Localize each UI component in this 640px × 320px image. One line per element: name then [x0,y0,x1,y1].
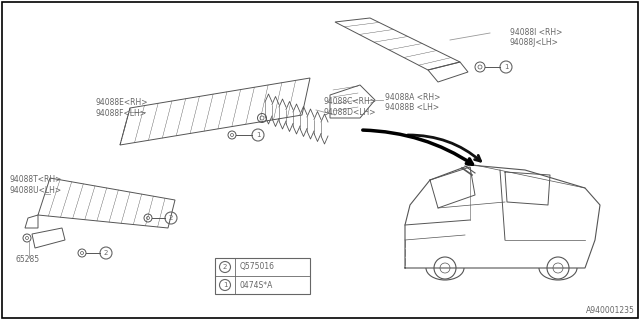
Text: 65285: 65285 [16,255,40,264]
Text: 2: 2 [223,264,227,270]
Text: Q575016: Q575016 [240,262,275,271]
Bar [215,258,310,294]
Text: 94088A <RH>
94088B <LH>: 94088A <RH> 94088B <LH> [385,93,440,112]
Text: 1: 1 [256,132,260,138]
Text: A940001235: A940001235 [586,306,635,315]
Text: 0474S*A: 0474S*A [240,281,273,290]
Text: 94088T<RH>
94088U<LH>: 94088T<RH> 94088U<LH> [10,175,62,195]
Text: 94088C<RH>
94088D<LH>: 94088C<RH> 94088D<LH> [323,97,376,117]
Text: 94088I <RH>
94088J<LH>: 94088I <RH> 94088J<LH> [510,28,563,47]
Text: 1: 1 [504,64,508,70]
Text: 2: 2 [104,250,108,256]
Text: 2: 2 [169,215,173,221]
Text: 1: 1 [223,282,227,288]
Text: 94088E<RH>
94088F<LH>: 94088E<RH> 94088F<LH> [95,98,147,118]
